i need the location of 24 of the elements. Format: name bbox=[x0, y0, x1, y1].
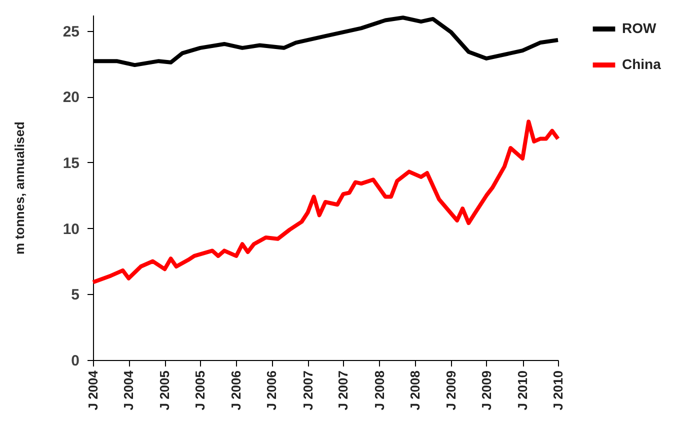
x-tick-label: J 2008 bbox=[407, 370, 422, 410]
x-tick-label: J 2006 bbox=[228, 370, 244, 410]
x-tick-label: J 2009 bbox=[444, 370, 459, 410]
x-tick-label: J 2004 bbox=[86, 370, 100, 410]
y-tick-label: 20 bbox=[62, 89, 80, 106]
x-tick-label: J 2009 bbox=[478, 370, 494, 410]
x-tick-label: J 2007 bbox=[300, 370, 316, 410]
y-tick-label: 0 bbox=[71, 352, 80, 370]
legend-label: ROW bbox=[622, 20, 657, 36]
x-tick-label: J 2007 bbox=[336, 370, 351, 410]
x-tick-label: J 2010 bbox=[550, 370, 566, 410]
y-tick-label: 25 bbox=[62, 23, 80, 40]
x-tick-label: J 2010 bbox=[515, 370, 530, 410]
x-tick-label: J 2004 bbox=[121, 370, 136, 410]
line-series bbox=[91, 120, 560, 284]
y-tick-label: 5 bbox=[71, 286, 80, 304]
x-tick-label: J 2008 bbox=[372, 370, 387, 410]
y-axis-title: m tonnes, annualised bbox=[12, 121, 27, 254]
y-tick-label: 15 bbox=[62, 154, 80, 172]
x-tick-label: J 2005 bbox=[192, 370, 208, 410]
legend-label: China bbox=[622, 56, 662, 72]
x-tick-label: J 2005 bbox=[157, 370, 172, 410]
x-tick-label: J 2006 bbox=[264, 370, 280, 410]
y-tick-label: 10 bbox=[62, 220, 80, 238]
